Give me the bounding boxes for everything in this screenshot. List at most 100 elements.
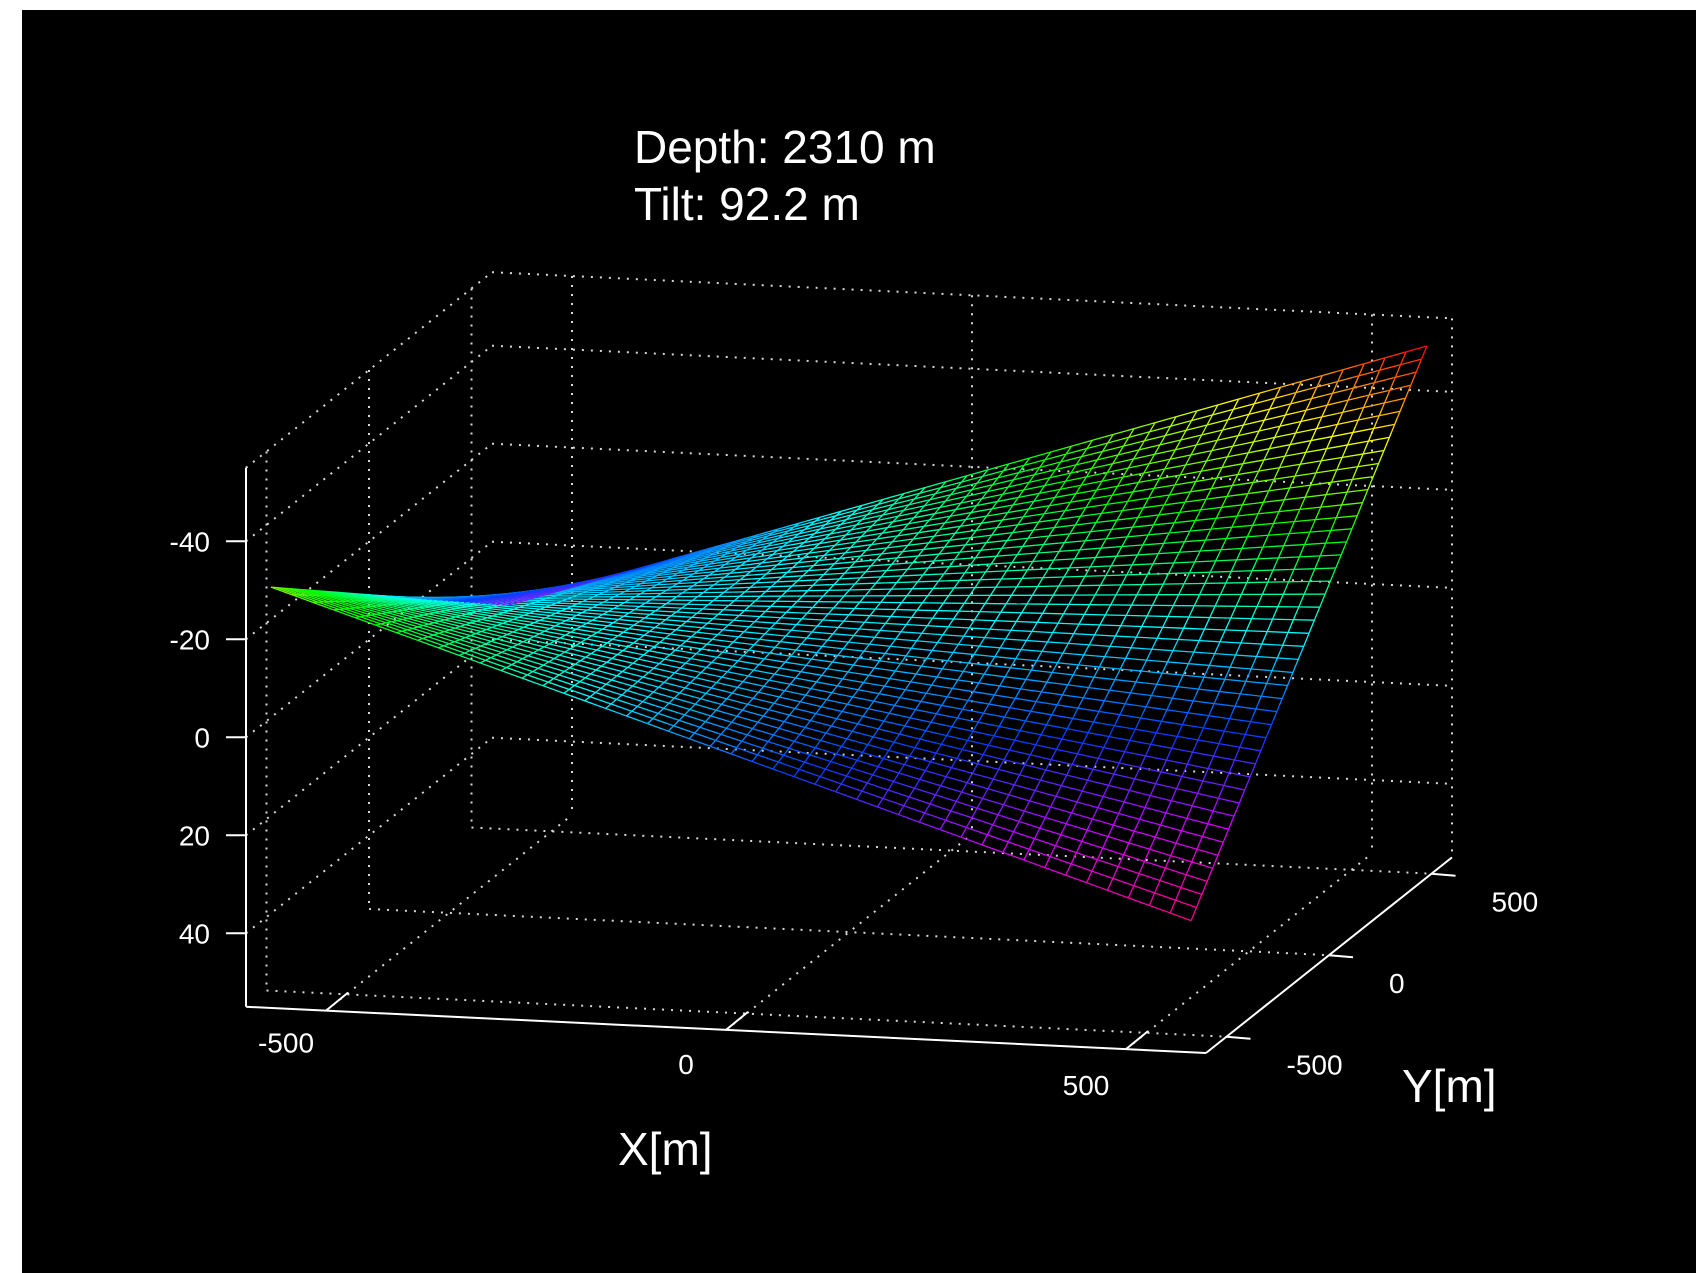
surface-mesh-line bbox=[708, 542, 732, 551]
surface-mesh-line bbox=[826, 741, 851, 750]
surface-mesh-line bbox=[571, 593, 595, 596]
surface-mesh-line bbox=[1284, 429, 1309, 436]
surface-mesh-line bbox=[766, 532, 790, 540]
surface-mesh-line bbox=[1152, 769, 1176, 776]
surface-mesh-line bbox=[1077, 473, 1102, 480]
surface-mesh-line bbox=[641, 664, 665, 672]
surface-mesh-line bbox=[864, 505, 888, 513]
surface-mesh-line bbox=[1210, 800, 1218, 816]
surface-mesh-line bbox=[1141, 702, 1149, 715]
surface-mesh-line bbox=[1061, 613, 1085, 616]
surface-mesh-line bbox=[1286, 473, 1310, 479]
surface-mesh-line bbox=[1314, 604, 1322, 620]
surface-mesh-line bbox=[605, 588, 629, 591]
surface-mesh-line bbox=[695, 570, 719, 575]
surface-mesh-line bbox=[581, 675, 588, 682]
surface-mesh-line bbox=[996, 477, 1020, 485]
surface-mesh-line bbox=[619, 630, 626, 636]
surface-mesh-line bbox=[1159, 810, 1183, 818]
surface-mesh-line bbox=[894, 769, 902, 780]
surface-mesh-line bbox=[1336, 407, 1360, 415]
surface-mesh-line bbox=[792, 555, 816, 560]
surface-mesh-line bbox=[752, 557, 776, 562]
surface-mesh-line bbox=[969, 767, 977, 779]
surface-mesh-line bbox=[1029, 836, 1037, 849]
surface-mesh-line bbox=[414, 634, 438, 645]
surface-mesh-line bbox=[818, 593, 826, 602]
surface-mesh-line bbox=[492, 593, 516, 600]
surface-mesh-line bbox=[1052, 701, 1060, 714]
surface-mesh-line bbox=[575, 679, 582, 686]
surface-mesh-line bbox=[1048, 666, 1056, 678]
surface-mesh-line bbox=[1334, 416, 1342, 431]
surface-mesh-line bbox=[779, 611, 804, 614]
surface-mesh-line bbox=[944, 579, 968, 582]
surface-mesh-line bbox=[1237, 401, 1261, 409]
surface-mesh-line bbox=[1260, 631, 1268, 646]
surface-mesh-line bbox=[469, 597, 493, 604]
plot-area: -40 -20 0 20 40 -500 0 500 -500 0 500 Depth: 2310 … bbox=[22, 10, 1696, 1273]
surface-mesh-line bbox=[973, 551, 981, 561]
surface-mesh-line bbox=[1124, 625, 1149, 628]
surface-mesh-line bbox=[654, 614, 678, 617]
surface-mesh-line bbox=[971, 648, 979, 659]
surface-mesh-line bbox=[964, 521, 988, 527]
surface-mesh-line bbox=[1103, 831, 1111, 845]
surface-mesh-line bbox=[1090, 591, 1098, 604]
surface-mesh-line bbox=[902, 651, 910, 661]
surface-mesh-line bbox=[831, 537, 856, 543]
surface-mesh-line bbox=[823, 512, 847, 520]
surface-mesh-line bbox=[948, 761, 956, 773]
surface-mesh bbox=[270, 345, 1428, 922]
surface-mesh-line bbox=[1203, 531, 1211, 544]
surface-mesh-line bbox=[502, 593, 527, 600]
surface-mesh-line bbox=[946, 561, 954, 570]
surface-mesh-line bbox=[923, 653, 931, 663]
surface-mesh-line bbox=[960, 836, 985, 847]
surface-mesh-line bbox=[708, 655, 732, 661]
surface-mesh-line bbox=[527, 655, 552, 664]
surface-mesh-line bbox=[586, 622, 610, 627]
surface-mesh-line bbox=[1330, 420, 1355, 427]
surface-mesh-line bbox=[1237, 746, 1261, 752]
surface-mesh-line bbox=[1312, 567, 1336, 570]
surface-mesh-line bbox=[1126, 602, 1134, 615]
surface-mesh-line bbox=[638, 624, 662, 629]
surface-mesh-line bbox=[890, 667, 898, 677]
surface-mesh-line bbox=[759, 527, 784, 535]
surface-mesh-line bbox=[1136, 811, 1144, 826]
surface-mesh-line bbox=[927, 572, 951, 576]
surface-mesh-line bbox=[932, 609, 940, 619]
surface-mesh-line bbox=[1030, 555, 1038, 566]
surface-mesh-line bbox=[1420, 345, 1428, 361]
surface-mesh-line bbox=[652, 663, 660, 670]
surface-mesh-line bbox=[1113, 549, 1121, 561]
surface-mesh-line bbox=[933, 703, 957, 709]
surface-mesh-line bbox=[526, 601, 551, 604]
surface-mesh-line bbox=[1076, 837, 1084, 851]
surface-mesh-line bbox=[427, 608, 451, 615]
surface-mesh-line bbox=[854, 654, 862, 663]
surface-mesh-line bbox=[878, 623, 886, 633]
surface-mesh-line bbox=[643, 621, 667, 625]
grid-line bbox=[245, 540, 493, 739]
surface-mesh-line bbox=[902, 548, 926, 553]
surface-mesh-line bbox=[771, 575, 795, 579]
surface-mesh-line bbox=[504, 648, 529, 657]
surface-mesh-line bbox=[858, 748, 866, 758]
surface-mesh-line bbox=[455, 638, 463, 642]
surface-mesh-line bbox=[1090, 670, 1098, 683]
surface-mesh-line bbox=[1003, 630, 1011, 642]
surface-mesh-line bbox=[669, 665, 693, 672]
surface-mesh-line bbox=[757, 721, 782, 730]
surface-mesh-line bbox=[821, 547, 845, 553]
surface-mesh-line bbox=[1213, 740, 1221, 756]
surface-mesh-line bbox=[1320, 589, 1328, 605]
surface-mesh-line bbox=[899, 714, 923, 722]
x-tick-label: 0 bbox=[678, 1049, 694, 1080]
surface-mesh-line bbox=[1290, 661, 1298, 677]
surface-mesh-line bbox=[720, 669, 745, 676]
surface-mesh-line bbox=[843, 620, 867, 624]
surface-mesh-line bbox=[609, 625, 633, 630]
surface-mesh-line bbox=[1049, 770, 1074, 778]
